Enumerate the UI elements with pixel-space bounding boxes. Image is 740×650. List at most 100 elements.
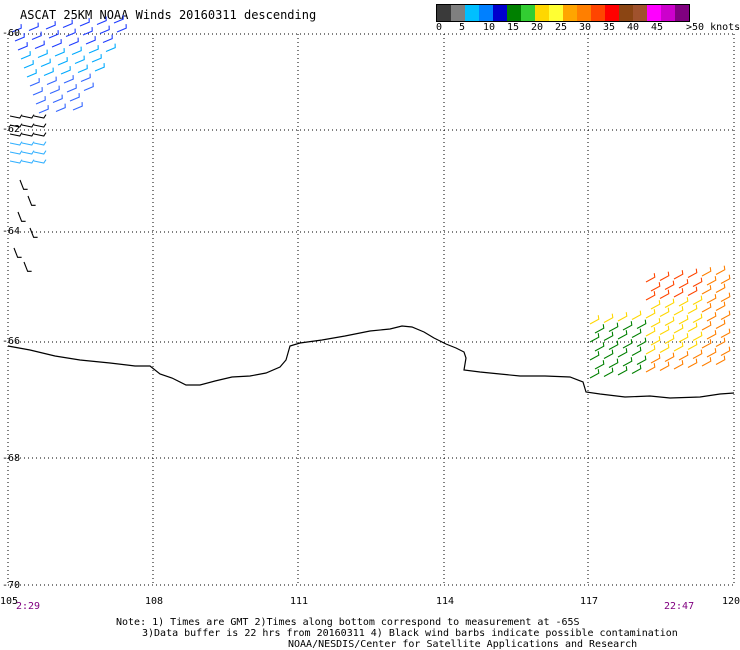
wind-barb [617, 330, 628, 340]
wind-barb [37, 49, 48, 59]
wind-barb [715, 265, 726, 275]
wind-barb [33, 141, 47, 146]
wind-barb [645, 273, 656, 283]
wind-barb [650, 318, 661, 328]
wind-barb [105, 43, 116, 53]
wind-barb [21, 150, 35, 155]
wind-barb [45, 21, 56, 30]
colorbar-swatch [619, 5, 633, 21]
wind-barb [9, 123, 23, 128]
wind-barb [594, 342, 605, 352]
wind-barb [33, 132, 47, 137]
wind-barb [32, 87, 43, 96]
wind-barb [631, 328, 642, 338]
wind-barb [66, 84, 77, 93]
wind-barb [603, 331, 614, 341]
wind-barb [29, 78, 40, 87]
pass-start-time: 2:29 [16, 601, 41, 612]
wind-barb [11, 24, 22, 33]
wind-barb [83, 82, 94, 92]
wind-barb [33, 159, 47, 164]
wind-barb [20, 51, 31, 60]
wind-barb [40, 58, 51, 68]
wind-barb [673, 270, 684, 280]
lon-label: 114 [436, 596, 455, 607]
wind-barb [589, 333, 600, 343]
wind-barb [678, 351, 689, 361]
colorbar-swatch [493, 5, 507, 21]
colorbar-swatch [647, 5, 661, 21]
colorbar-swatch [465, 5, 479, 21]
wind-barb [673, 324, 684, 334]
wind-barb [71, 46, 82, 56]
wind-barb [701, 267, 712, 277]
wind-barb [692, 277, 703, 287]
colorbar-label: >50 knots [686, 22, 740, 33]
wind-barb [9, 159, 23, 164]
colorbar-swatch [633, 5, 647, 21]
wind-barb [72, 102, 83, 111]
wind-barb [102, 34, 113, 44]
wind-barb [720, 310, 731, 320]
wind-barb [687, 358, 698, 368]
colorbar-swatch [451, 5, 465, 21]
wind-barb [17, 42, 28, 51]
wind-barb [96, 16, 107, 26]
colorbar-swatch [479, 5, 493, 21]
wind-barb [673, 360, 684, 370]
wind-barb [631, 310, 642, 320]
wind-barb [687, 322, 698, 332]
wind-barb [34, 40, 45, 50]
wind-barb [9, 114, 23, 119]
wind-barb [23, 261, 32, 272]
wind-barb [645, 309, 656, 319]
wind-barb [664, 298, 675, 308]
wind-barb [99, 25, 110, 35]
wind-barb [706, 330, 717, 340]
wind-barb [673, 288, 684, 298]
wind-barb [13, 247, 22, 258]
wind-barb [21, 114, 35, 119]
wind-barb [17, 211, 26, 222]
wind-barb [51, 39, 62, 48]
wind-barb [692, 313, 703, 323]
wind-barb [706, 348, 717, 358]
wind-barb [21, 132, 35, 137]
colorbar-label: 35 [603, 22, 616, 33]
lat-label: -60 [2, 28, 21, 39]
wind-barb [21, 159, 35, 164]
wind-barb [31, 31, 42, 41]
wind-barb [57, 57, 68, 66]
colorbar-swatch [577, 5, 591, 21]
wind-barb [701, 339, 712, 349]
wind-barb [659, 361, 670, 371]
lat-label: -62 [2, 124, 21, 135]
wind-barb [9, 132, 23, 137]
wind-barb [715, 355, 726, 365]
wind-barb [650, 300, 661, 310]
coastline [7, 325, 735, 399]
wind-barb [692, 349, 703, 359]
wind-barb [49, 85, 60, 95]
wind-barb [720, 292, 731, 302]
wind-barb [715, 283, 726, 293]
wind-barb [55, 103, 66, 113]
wind-barb [617, 312, 628, 322]
wind-barb [645, 291, 656, 301]
wind-barb [27, 195, 36, 206]
wind-barb [85, 36, 96, 45]
wind-barb [35, 96, 46, 105]
wind-barb [622, 357, 633, 367]
wind-barb [9, 150, 23, 155]
wind-barb [678, 297, 689, 307]
lat-label: -64 [2, 226, 21, 237]
wind-barb [77, 64, 88, 74]
wind-barb [113, 15, 124, 24]
note-line-2: 3)Data buffer is 22 hrs from 20160311 4)… [142, 628, 678, 639]
wind-barb [650, 282, 661, 292]
wind-barb [650, 354, 661, 364]
wind-barb [33, 123, 47, 128]
wind-barb [664, 352, 675, 362]
map-title: ASCAT 25KM NOAA Winds 20160311 descendin… [20, 8, 317, 22]
wind-barb [645, 327, 656, 337]
